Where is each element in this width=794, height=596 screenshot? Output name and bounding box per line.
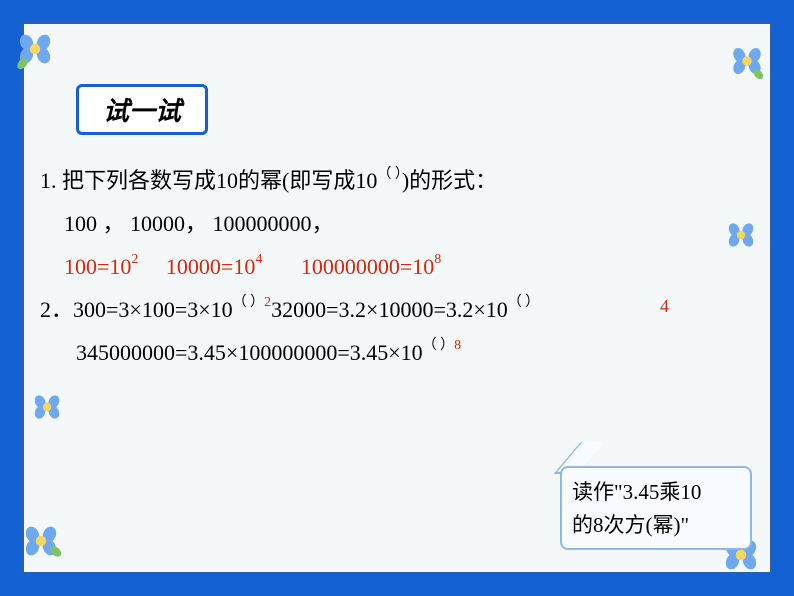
flower-decoration	[14, 28, 56, 70]
problem-1-prompt: 1. 把下列各数写成10的幂(即写成10（ ）)的形式：	[40, 160, 740, 203]
answer-exp: 2	[264, 295, 271, 310]
flower-decoration	[728, 42, 766, 80]
answer-exp: 4	[255, 252, 262, 267]
answer-exp: 8	[454, 338, 461, 353]
text: 2．300=3×100=3×10	[40, 297, 233, 322]
callout-line: 的8次方(幂)"	[572, 509, 740, 542]
text: 345000000=3.45×100000000=3.45×10	[76, 340, 423, 365]
blank-exponent: （ ）	[377, 167, 402, 182]
answer-exp: 2	[131, 252, 138, 267]
section-title: 试一试	[76, 84, 208, 135]
problem-2-line-a: 2．300=3×100=3×10（ ）232000=3.2×10000=3.2×…	[40, 289, 740, 332]
text: )的形式：	[402, 168, 497, 193]
answer: 100=10	[64, 254, 131, 279]
answer-exp: 8	[434, 252, 441, 267]
answer: 100000000=10	[301, 254, 434, 279]
blank-exponent: （ ）	[508, 295, 540, 310]
problem-1-answers: 100=102 10000=104 100000000=108	[40, 246, 740, 289]
problem-2-line-b: 345000000=3.45×100000000=3.45×10（ ）8	[40, 332, 740, 375]
text: 1. 把下列各数写成10的幂(即写成10	[40, 168, 377, 193]
reading-callout: 读作"3.45乘10 的8次方(幂)"	[560, 466, 752, 550]
text: 32000=3.2×10000=3.2×10	[271, 297, 508, 322]
flower-decoration	[30, 390, 64, 424]
problem-1-numbers: 100 ， 10000， 100000000，	[40, 203, 740, 246]
callout-line: 读作"3.45乘10	[572, 476, 740, 509]
content-area: 1. 把下列各数写成10的幂(即写成10（ ）)的形式： 100 ， 10000…	[40, 160, 740, 374]
blank-exponent: （ ）	[423, 338, 455, 353]
answer: 10000=10	[166, 254, 255, 279]
flower-decoration	[20, 520, 62, 562]
answer-exp: 4	[660, 289, 669, 324]
blank-exponent: （ ）	[233, 295, 265, 310]
